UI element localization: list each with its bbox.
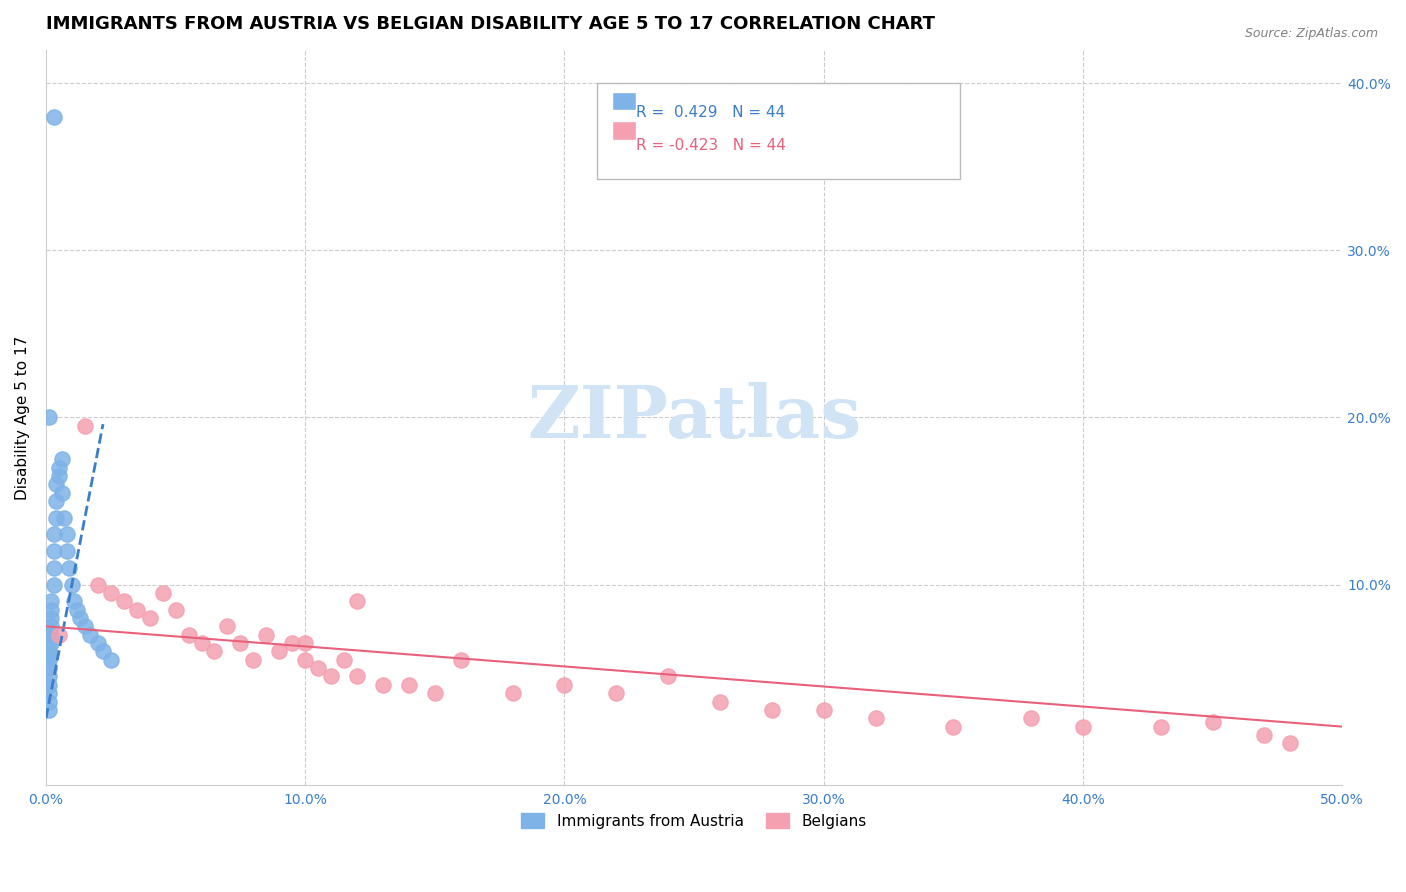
Point: [38, 628, 60, 642]
Point: [48, 460, 70, 475]
Point: [45, 494, 67, 508]
Point: [45, 510, 67, 524]
Point: [58, 561, 80, 575]
Point: [321, 669, 343, 683]
Point: [39, 636, 62, 650]
Point: [100, 586, 122, 600]
Point: [1150, 720, 1173, 734]
Point: [294, 653, 316, 667]
Point: [1253, 728, 1275, 742]
Point: [38, 661, 60, 675]
Point: [204, 644, 226, 658]
Point: [39, 602, 62, 616]
Point: [152, 586, 174, 600]
Point: [69, 611, 91, 625]
FancyBboxPatch shape: [613, 92, 636, 110]
Point: [605, 686, 627, 700]
FancyBboxPatch shape: [613, 121, 636, 139]
Point: [87, 636, 110, 650]
Point: [281, 636, 304, 650]
Point: [39, 628, 62, 642]
Point: [553, 678, 575, 692]
Point: [39, 611, 62, 625]
Point: [42, 577, 65, 591]
Point: [294, 636, 316, 650]
Point: [865, 711, 887, 725]
Point: [39, 619, 62, 633]
Point: [79, 628, 101, 642]
Point: [100, 653, 122, 667]
Point: [165, 602, 187, 616]
Point: [39, 594, 62, 608]
Point: [450, 653, 472, 667]
Text: ZIPatlas: ZIPatlas: [527, 382, 862, 453]
FancyBboxPatch shape: [598, 83, 960, 178]
Point: [55, 527, 77, 541]
Point: [38, 648, 60, 662]
Point: [217, 619, 239, 633]
Point: [38, 636, 60, 650]
Point: [761, 703, 783, 717]
Y-axis label: Disability Age 5 to 17: Disability Age 5 to 17: [15, 335, 30, 500]
Point: [1201, 714, 1223, 729]
Point: [45, 477, 67, 491]
Point: [51, 452, 73, 467]
Text: Source: ZipAtlas.com: Source: ZipAtlas.com: [1244, 27, 1378, 40]
Point: [112, 594, 135, 608]
Point: [333, 653, 356, 667]
Point: [190, 636, 212, 650]
Text: IMMIGRANTS FROM AUSTRIA VS BELGIAN DISABILITY AGE 5 TO 17 CORRELATION CHART: IMMIGRANTS FROM AUSTRIA VS BELGIAN DISAB…: [46, 15, 935, 33]
Point: [42, 110, 65, 124]
Point: [51, 485, 73, 500]
Point: [48, 469, 70, 483]
Point: [813, 703, 835, 717]
Point: [371, 678, 394, 692]
Point: [38, 694, 60, 708]
Point: [48, 628, 70, 642]
Point: [398, 678, 420, 692]
Point: [38, 686, 60, 700]
Point: [242, 653, 264, 667]
Point: [307, 661, 329, 675]
Point: [53, 510, 76, 524]
Point: [138, 611, 160, 625]
Point: [55, 544, 77, 558]
Point: [60, 577, 83, 591]
Point: [709, 694, 731, 708]
Point: [38, 653, 60, 667]
Point: [1279, 736, 1302, 750]
Point: [38, 644, 60, 658]
Point: [38, 703, 60, 717]
Point: [73, 619, 96, 633]
Point: [66, 602, 89, 616]
Point: [1019, 711, 1042, 725]
Point: [42, 544, 65, 558]
Point: [229, 636, 252, 650]
Point: [346, 669, 368, 683]
Point: [87, 577, 110, 591]
Point: [73, 418, 96, 433]
Point: [38, 678, 60, 692]
Text: R =  0.429   N = 44: R = 0.429 N = 44: [636, 105, 785, 120]
Point: [42, 561, 65, 575]
Point: [346, 594, 368, 608]
Point: [42, 527, 65, 541]
Point: [502, 686, 524, 700]
Point: [1071, 720, 1094, 734]
Point: [38, 669, 60, 683]
Point: [63, 594, 86, 608]
Point: [423, 686, 446, 700]
Point: [254, 628, 277, 642]
Point: [38, 644, 60, 658]
Legend: Immigrants from Austria, Belgians: Immigrants from Austria, Belgians: [513, 805, 875, 837]
Point: [38, 410, 60, 425]
Point: [942, 720, 965, 734]
Point: [91, 644, 114, 658]
Point: [125, 602, 148, 616]
Text: R = -0.423   N = 44: R = -0.423 N = 44: [636, 138, 786, 153]
Point: [657, 669, 679, 683]
Point: [269, 644, 291, 658]
Point: [177, 628, 200, 642]
